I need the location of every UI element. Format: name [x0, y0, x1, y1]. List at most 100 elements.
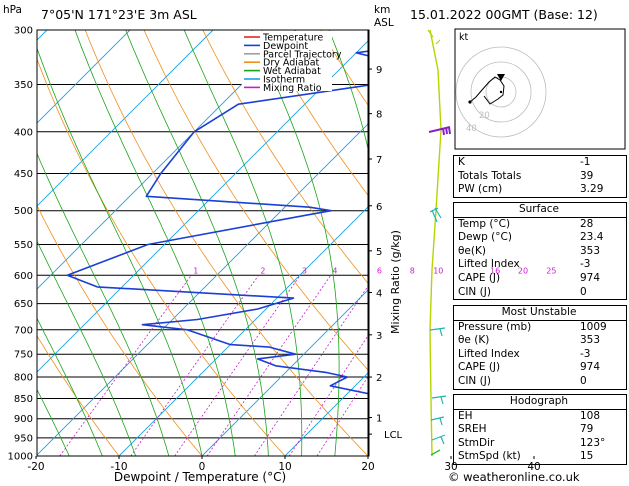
surface-row: Temp (°C) 28	[454, 216, 626, 232]
wind-trace	[429, 29, 442, 457]
pressure-tick-700: 700	[14, 325, 33, 336]
wet-adiabat-20	[328, 30, 369, 456]
index-label: K	[458, 156, 465, 168]
legend-label-2: Parcel Trajectory	[263, 49, 342, 60]
wind-barb-1000	[430, 449, 441, 456]
pressure-tick-850: 850	[14, 394, 33, 405]
hodograph-value: 123°	[580, 436, 606, 449]
most-unstable-row: Lifted Index -3	[454, 348, 626, 362]
isotherm--60	[37, 30, 131, 124]
hodograph-label: StmDir	[458, 436, 495, 449]
index-value: 39	[580, 169, 594, 182]
pressure-tick-550: 550	[14, 240, 33, 251]
most-unstable-value: 974	[580, 361, 601, 374]
mixing-ratio-label-20: 20	[518, 266, 528, 275]
mixing-ratio-label-25: 25	[546, 266, 556, 275]
wet-adiabat-16	[251, 30, 340, 456]
hodograph-row: StmDir 123°	[454, 437, 626, 451]
most-unstable-row: Pressure (mb) 1009	[454, 319, 626, 335]
surface-value: -3	[580, 258, 591, 271]
mixing-ratio-line-4	[206, 275, 332, 456]
surface-value: 0	[580, 285, 587, 298]
pressure-tick-900: 900	[14, 414, 33, 425]
most-unstable-label: CIN (J)	[458, 374, 491, 387]
wet-adiabat--4	[37, 152, 170, 456]
index-label: PW (cm)	[458, 183, 503, 196]
mixing-ratio-label-8: 8	[410, 266, 415, 275]
hodograph-table: Hodograph EH 108 SREH 79 StmDir 123° StmSpd (k…	[453, 394, 627, 465]
km-tick-3: 3	[376, 331, 382, 342]
wet-adiabat-8	[125, 30, 269, 456]
wet-adiabat-24	[401, 30, 435, 456]
km-tick-1: 1	[376, 414, 382, 425]
plot-frame	[36, 29, 370, 457]
legend-label-6: Mixing Ratio	[263, 83, 322, 94]
surface-value: 353	[580, 244, 601, 257]
hodograph: kt 20 40	[454, 28, 626, 150]
dry-adiabat--10	[37, 335, 120, 456]
surface-table: Surface Temp (°C) 28 Dewp (°C) 23.4 θe(K) 353…	[453, 202, 627, 301]
surface-value: 974	[580, 271, 601, 284]
most-unstable-row: CAPE (J) 974	[454, 361, 626, 375]
wind-profile	[427, 29, 451, 457]
pressure-tick-650: 650	[14, 299, 33, 310]
surface-label: Lifted Index	[458, 258, 520, 271]
hodograph-trace	[469, 76, 505, 105]
most-unstable-label: Pressure (mb)	[458, 320, 532, 333]
mixing-ratio-line-3	[174, 275, 301, 456]
surface-row: θe(K) 353	[454, 245, 626, 259]
index-value: -1	[580, 156, 591, 168]
mixing-ratio-label-3: 3	[302, 266, 307, 275]
hodograph-value: 15	[580, 450, 594, 463]
index-row: K -1	[454, 156, 626, 170]
surface-label: CAPE (J)	[458, 271, 501, 284]
km-tick-6: 6	[376, 202, 382, 213]
hodograph-center	[499, 90, 503, 94]
index-row: Totals Totals 39	[454, 170, 626, 184]
pressure-tick-400: 400	[14, 127, 33, 138]
hodograph-row: SREH 79	[454, 423, 626, 437]
most-unstable-value: 353	[580, 334, 601, 347]
most-unstable-label: θe (K)	[458, 334, 490, 347]
most-unstable-value: 1009	[580, 320, 607, 333]
most-unstable-label: Lifted Index	[458, 347, 520, 360]
wind-barb-500	[429, 207, 442, 223]
hodograph-unit: kt	[459, 32, 469, 43]
hodograph-ring-label-20: 20	[479, 111, 490, 121]
surface-title: Surface	[518, 203, 559, 215]
most-unstable-label: CAPE (J)	[458, 361, 501, 374]
temperature-tick--20: -20	[27, 461, 44, 473]
km-tick-9: 9	[376, 65, 382, 76]
most-unstable-value: -3	[580, 347, 591, 360]
pressure-tick-350: 350	[14, 80, 33, 91]
surface-label: CIN (J)	[458, 285, 491, 298]
pressure-tick-600: 600	[14, 271, 33, 282]
dry-adiabat-10	[37, 58, 286, 456]
hodograph-ring-label-40: 40	[466, 124, 477, 134]
legend-label-5: Isotherm	[263, 75, 305, 86]
location-title: 7°05'N 171°23'E 3m ASL	[41, 7, 197, 22]
profile-parcel-trajectory	[430, 104, 450, 456]
km-unit: km	[374, 4, 390, 16]
legend-label-0: Temperature	[262, 33, 323, 44]
isotherm--40	[37, 30, 297, 290]
surface-label: Temp (°C)	[458, 217, 511, 230]
surface-row: CIN (J) 0	[454, 286, 626, 300]
hodograph-label: EH	[458, 409, 473, 422]
dry-adiabat-20	[84, 30, 369, 456]
indices-table: K -1 Totals Totals 39 PW (cm) 3.29	[453, 155, 627, 198]
isotherm-0	[201, 288, 369, 456]
index-label: Totals Totals	[458, 169, 522, 182]
hodograph-table-title: Hodograph	[509, 395, 569, 407]
isotherm--50	[37, 30, 214, 207]
isotherm--30	[37, 39, 369, 373]
legend-label-1: Dewpoint	[263, 41, 308, 52]
isotherm--10	[118, 205, 369, 456]
hodograph-label: StmSpd (kt)	[458, 450, 521, 463]
dry-adiabat-50	[261, 30, 369, 198]
hodograph-row: EH 108	[454, 408, 626, 424]
index-row: PW (cm) 3.29	[454, 183, 626, 197]
mixing-ratio-label-4: 4	[332, 266, 337, 275]
